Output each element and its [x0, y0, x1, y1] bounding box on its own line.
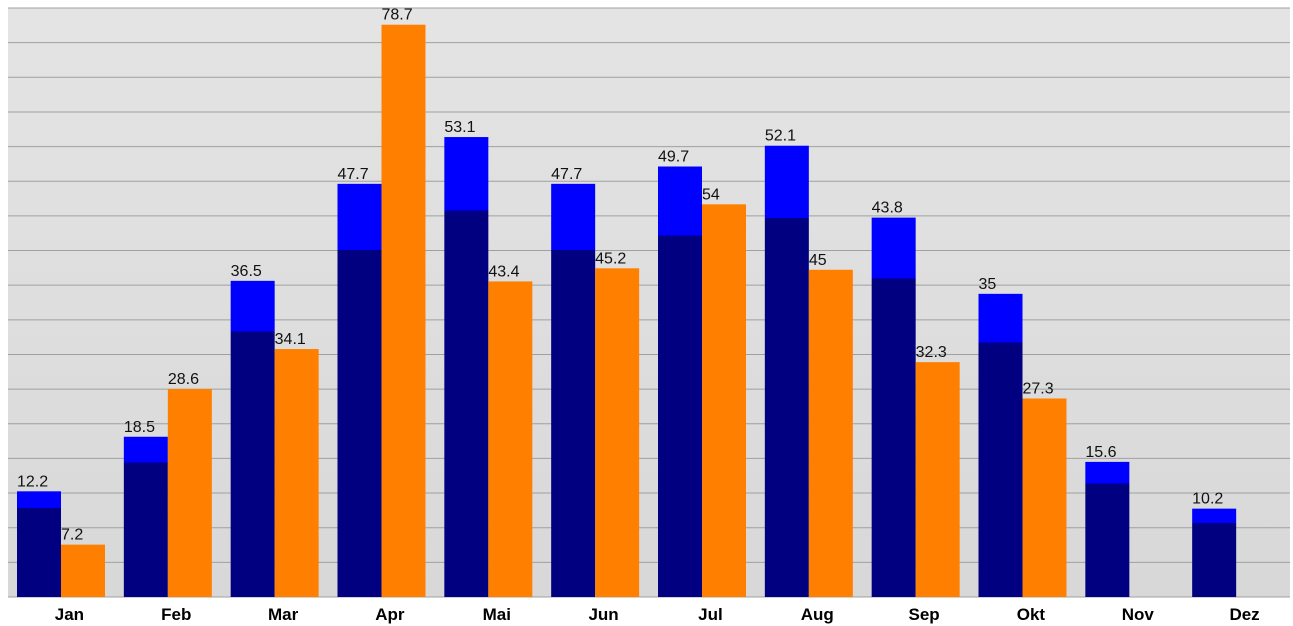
- value-label: 28.6: [168, 371, 199, 388]
- x-tick-label: Jan: [55, 605, 84, 624]
- bar: [915, 362, 960, 597]
- value-label: 43.4: [488, 263, 519, 280]
- bar: [488, 281, 533, 597]
- bar: [764, 145, 809, 598]
- value-label: 53.1: [444, 119, 475, 136]
- value-label: 15.6: [1085, 444, 1116, 461]
- value-label: 43.8: [872, 200, 903, 217]
- x-tick-label: Jun: [588, 605, 618, 624]
- value-label: 36.5: [231, 263, 262, 280]
- value-label: 54: [702, 186, 720, 203]
- x-tick-label: Okt: [1017, 605, 1046, 624]
- x-tick-label: Aug: [801, 605, 834, 624]
- x-tick-label: Nov: [1122, 605, 1155, 624]
- value-label: 78.7: [382, 7, 413, 24]
- value-label: 12.2: [17, 473, 48, 490]
- value-label: 49.7: [658, 149, 689, 166]
- bar: [978, 293, 1023, 597]
- bar: [808, 269, 853, 597]
- x-tick-label: Sep: [908, 605, 939, 624]
- value-label: 45.2: [595, 250, 626, 267]
- x-tick-label: Feb: [161, 605, 191, 624]
- value-label: 32.3: [916, 344, 947, 361]
- x-tick-label: Dez: [1229, 605, 1259, 624]
- bar: [17, 491, 61, 597]
- bar: [444, 137, 489, 597]
- bar: [551, 183, 596, 598]
- plot-area: [8, 8, 1290, 597]
- value-label: 10.2: [1192, 491, 1223, 508]
- value-label: 7.2: [61, 527, 83, 544]
- value-label: 35: [979, 276, 997, 293]
- bar: [1022, 398, 1067, 597]
- value-label: 52.1: [765, 128, 796, 145]
- bar: [61, 544, 105, 597]
- bar: [1085, 461, 1130, 597]
- bar: [337, 183, 382, 598]
- value-label: 47.7: [338, 166, 369, 183]
- bar: [123, 436, 168, 597]
- value-label: 45: [809, 252, 827, 269]
- value-label: 34.1: [275, 331, 306, 348]
- x-tick-label: Mai: [483, 605, 511, 624]
- bar: [381, 24, 426, 598]
- value-label: 27.3: [1023, 380, 1054, 397]
- bar: [702, 204, 746, 598]
- bar: [658, 166, 702, 597]
- x-tick-label: Mar: [268, 605, 299, 624]
- x-tick-label: Jul: [698, 605, 723, 624]
- bar: [595, 268, 640, 597]
- x-tick-label: Apr: [375, 605, 405, 624]
- value-label: 47.7: [551, 166, 582, 183]
- bar: [230, 280, 275, 597]
- bar: [871, 217, 916, 598]
- bar: [1192, 508, 1237, 597]
- value-label: 18.5: [124, 419, 155, 436]
- bar: [274, 349, 319, 597]
- bar: [167, 389, 212, 597]
